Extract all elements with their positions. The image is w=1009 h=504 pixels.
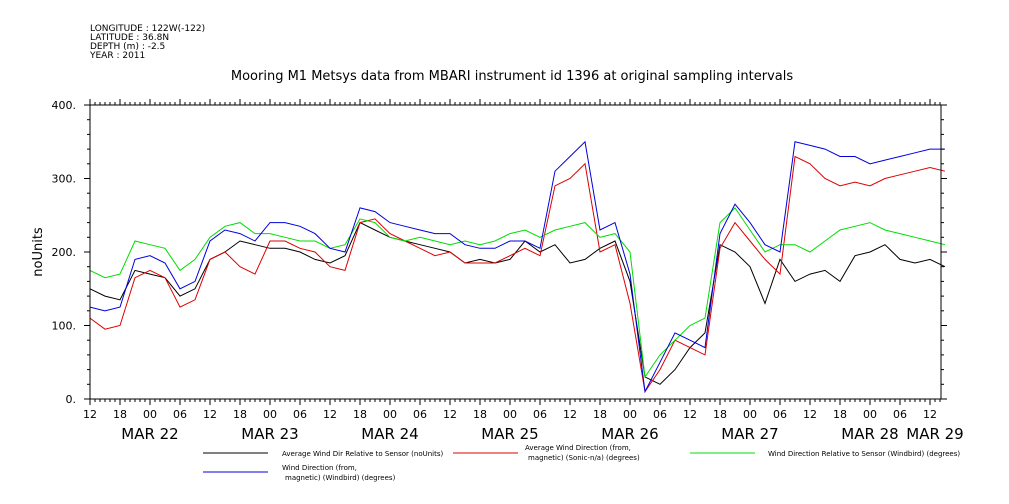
metadata-block: LONGITUDE : 122W(-122) LATITUDE : 36.8N … <box>89 24 205 61</box>
x-hour-label: 00 <box>863 408 877 421</box>
x-hour-label: 06 <box>173 408 187 421</box>
series-line-0 <box>89 221 946 385</box>
chart-title: Mooring M1 Metsys data from MBARI instru… <box>231 69 793 84</box>
x-hour-label: 06 <box>653 408 667 421</box>
legend-label-3-line2: magnetic) (Windbird) (degrees) <box>285 474 396 482</box>
x-hour-label: 06 <box>293 408 307 421</box>
x-hour-label: 18 <box>593 408 607 421</box>
x-day-label: MAR 23 <box>241 425 298 443</box>
x-day-label: MAR 24 <box>361 425 418 443</box>
legend-label-3-line1: Wind Direction (from, <box>282 464 357 472</box>
y-axis-label: noUnits <box>31 227 46 277</box>
x-hour-label: 06 <box>773 408 787 421</box>
x-hour-label: 00 <box>263 408 277 421</box>
x-day-label: MAR 25 <box>481 425 538 443</box>
meta-latitude: LATITUDE : 36.8N <box>90 33 169 43</box>
x-hour-label: 18 <box>473 408 487 421</box>
x-hour-label: 18 <box>713 408 727 421</box>
x-hour-label: 12 <box>563 408 577 421</box>
x-hour-label: 00 <box>383 408 397 421</box>
series-line-2 <box>89 207 946 379</box>
legend-label-1-line2: magnetic) (Sonic-n/a) (degrees) <box>528 454 640 462</box>
y-tick-label: 100. <box>52 320 77 333</box>
x-hour-label: 18 <box>113 408 127 421</box>
x-hour-label: 06 <box>413 408 427 421</box>
x-hour-label: 18 <box>353 408 367 421</box>
x-hour-label: 12 <box>443 408 457 421</box>
x-day-label: MAR 29 <box>906 425 963 443</box>
x-hour-label: 12 <box>923 408 937 421</box>
y-tick-label: 0. <box>66 393 77 406</box>
x-hour-label: 12 <box>683 408 697 421</box>
legend-label-1: Average Wind Direction (from, magnetic) … <box>525 444 640 462</box>
series-line-1 <box>89 155 946 393</box>
series-line-3 <box>89 140 945 394</box>
legend-label-1-line1: Average Wind Direction (from, <box>525 444 631 452</box>
y-tick-label: 200. <box>52 246 77 259</box>
x-day-label: MAR 22 <box>121 425 178 443</box>
x-hour-label: 00 <box>143 408 157 421</box>
x-day-label: MAR 26 <box>601 425 658 443</box>
series-layer <box>89 140 946 394</box>
legend: Average Wind Dir Relative to Sensor (noU… <box>203 444 960 482</box>
meta-year: YEAR : 2011 <box>89 51 145 61</box>
x-hour-label: 06 <box>533 408 547 421</box>
x-hour-label: 00 <box>623 408 637 421</box>
legend-label-0: Average Wind Dir Relative to Sensor (noU… <box>282 450 443 458</box>
x-day-label: MAR 27 <box>721 425 778 443</box>
y-tick-label: 300. <box>52 173 77 186</box>
x-day-label: MAR 28 <box>841 425 898 443</box>
axes-layer: 0. 100. 200. 300. 400. 12 18 00 06 12 18 00 06 12 18 00… <box>52 99 964 443</box>
meta-depth: DEPTH (m) : -2.5 <box>90 42 165 52</box>
legend-label-3: Wind Direction (from, magnetic) (Windbir… <box>282 464 396 482</box>
x-hour-label: 18 <box>233 408 247 421</box>
x-hour-label: 06 <box>893 408 907 421</box>
meta-longitude: LONGITUDE : 122W(-122) <box>90 24 205 34</box>
x-hour-label: 12 <box>803 408 817 421</box>
legend-label-2: Wind Direction Relative to Sensor (Windb… <box>768 450 960 458</box>
x-hour-label: 12 <box>203 408 217 421</box>
x-hour-label: 18 <box>833 408 847 421</box>
x-hour-label: 00 <box>743 408 757 421</box>
x-hour-label: 12 <box>323 408 337 421</box>
x-hour-label: 00 <box>503 408 517 421</box>
x-hour-label: 12 <box>83 408 97 421</box>
y-tick-label: 400. <box>52 99 77 112</box>
